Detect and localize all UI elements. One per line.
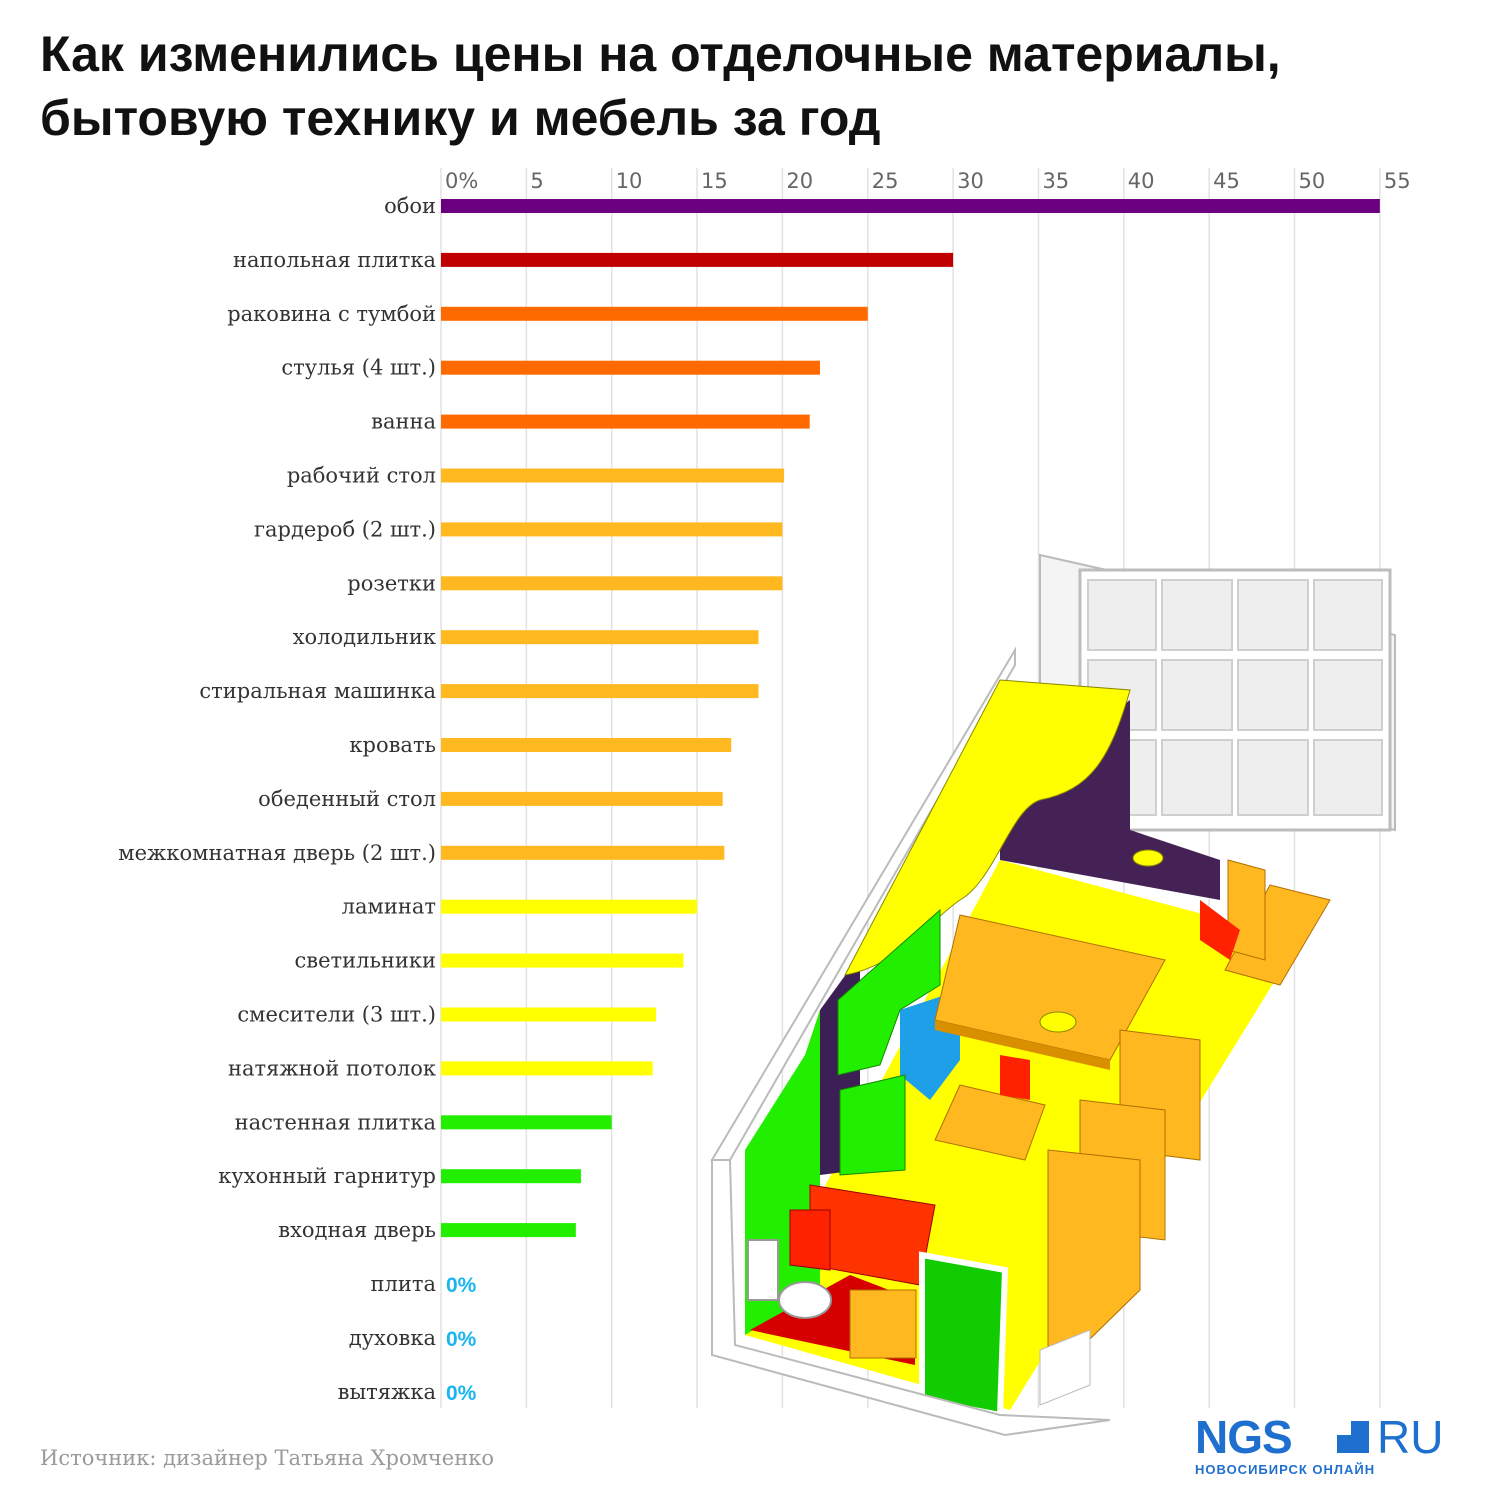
bar	[441, 1007, 657, 1022]
category-label: розетки	[347, 571, 436, 595]
x-tick-label: 5	[530, 169, 543, 193]
chair-red-right	[1200, 900, 1240, 960]
chair-red-dining	[1000, 1055, 1030, 1100]
bar	[441, 684, 759, 699]
x-axis-ticks: 0% 5 10 15 20 25 30 35 40 45 50 55	[445, 169, 1411, 193]
kitchen-lower	[839, 1074, 906, 1176]
x-tick-label: 10	[616, 169, 643, 193]
sink-cabinet	[789, 1209, 831, 1271]
category-label: плита	[371, 1272, 436, 1296]
source-note: Источник: дизайнер Татьяна Хромченко	[40, 1446, 494, 1470]
bar	[441, 1061, 653, 1076]
dining-table	[934, 1084, 1046, 1161]
x-tick-label: 45	[1213, 169, 1240, 193]
pouf-purple	[1132, 849, 1164, 867]
logo-square-icon	[1337, 1421, 1369, 1453]
category-label: гардероб (2 шт.)	[254, 517, 436, 541]
category-label: входная дверь	[278, 1218, 436, 1242]
category-label: стиральная машинка	[199, 679, 436, 703]
logo-main-text: NGS	[1195, 1411, 1293, 1463]
category-label: духовка	[349, 1326, 436, 1350]
wardrobe-3	[1047, 1149, 1141, 1382]
category-label: стулья (4 шт.)	[281, 356, 436, 380]
bar	[441, 738, 732, 752]
category-label: ламинат	[342, 895, 436, 919]
bar	[441, 306, 868, 321]
data-label: 0%	[446, 1274, 477, 1297]
bath-box	[849, 1289, 917, 1359]
bars	[441, 199, 1380, 1238]
bar	[441, 630, 759, 645]
category-label: светильники	[294, 949, 436, 973]
category-label: рабочий стол	[287, 464, 436, 488]
bar	[441, 791, 723, 806]
toilet-tank	[747, 1239, 779, 1301]
bar	[441, 199, 1380, 213]
bar	[441, 522, 783, 537]
apartment-illustration	[710, 553, 1396, 1437]
x-tick-label: 40	[1128, 169, 1155, 193]
bar	[441, 252, 954, 267]
data-label: 0%	[446, 1382, 477, 1405]
bar	[441, 899, 698, 914]
entrance-door	[919, 1251, 1009, 1419]
category-label: раковина с тумбой	[227, 302, 436, 326]
category-label: холодильник	[293, 625, 436, 649]
category-label: настенная плитка	[235, 1110, 436, 1134]
bar	[441, 1223, 576, 1238]
bar	[441, 1169, 581, 1184]
bed-side	[935, 1020, 1110, 1070]
fridge-white	[1039, 1329, 1091, 1406]
category-label: напольная плитка	[233, 248, 436, 272]
bar	[441, 953, 684, 968]
category-label: смесители (3 шт.)	[237, 1003, 436, 1027]
ngs-logo: NGS RU НОВОСИБИРСК ОНЛАЙН	[1195, 1412, 1475, 1477]
bar	[441, 1115, 612, 1130]
x-tick-label: 0%	[445, 169, 478, 193]
category-label: вытяжка	[338, 1380, 436, 1404]
logo-subtitle: НОВОСИБИРСК ОНЛАЙН	[1195, 1462, 1376, 1477]
wall-purple	[1000, 700, 1220, 900]
bar	[441, 845, 725, 860]
category-label: кровать	[349, 733, 436, 757]
category-label: ванна	[371, 410, 436, 434]
x-tick-label: 30	[957, 169, 984, 193]
wall-bottom	[711, 1159, 1111, 1437]
category-label: обеденный стол	[258, 787, 436, 811]
pouf-bed	[1039, 1011, 1077, 1033]
chart-title: Как изменились цены на отделочные матери…	[40, 26, 1281, 146]
x-tick-label: 15	[701, 169, 728, 193]
bar	[441, 468, 785, 483]
data-label: 0%	[446, 1328, 477, 1351]
x-tick-label: 35	[1042, 169, 1069, 193]
category-label: кухонный гарнитур	[218, 1164, 436, 1188]
x-tick-label: 50	[1299, 169, 1326, 193]
bar	[441, 576, 783, 591]
x-tick-label: 25	[872, 169, 899, 193]
toilet	[778, 1281, 832, 1319]
category-label: натяжной потолок	[228, 1056, 436, 1080]
data-labels: 0% 0% 0%	[446, 1274, 477, 1405]
category-label: обои	[384, 194, 436, 218]
x-tick-label: 55	[1384, 169, 1411, 193]
bar	[441, 360, 820, 375]
category-labels: обои напольная плитка раковина с тумбой сту…	[118, 194, 436, 1404]
x-tick-label: 20	[786, 169, 813, 193]
logo-ru-text: RU	[1377, 1411, 1444, 1463]
bar	[441, 414, 810, 429]
category-label: межкомнатная дверь (2 шт.)	[118, 841, 436, 865]
